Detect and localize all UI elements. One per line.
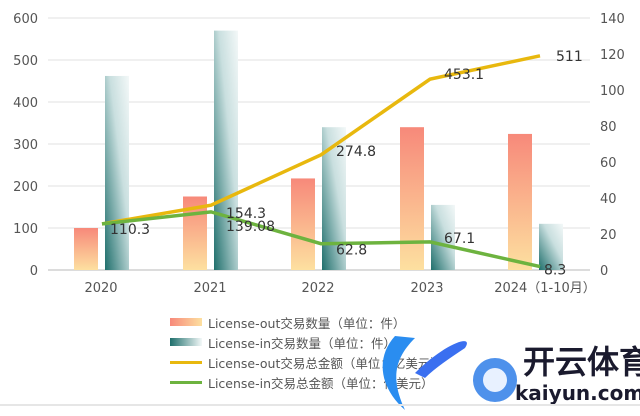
x-tick-label: 2023 bbox=[410, 281, 443, 296]
data-label: 274.8 bbox=[336, 144, 376, 160]
legend-label: License-out交易数量（单位：件） bbox=[208, 315, 406, 331]
bar-license-out-count bbox=[508, 133, 532, 270]
y-right-tick-label: 100 bbox=[600, 84, 625, 99]
legend-label: License-in交易总金额（单位：亿美元） bbox=[208, 375, 434, 391]
bar-license-out-count bbox=[400, 127, 424, 270]
watermark-brand: 开云体育 bbox=[523, 343, 640, 381]
bar-license-in-count bbox=[214, 30, 238, 270]
y-left-tick-label: 500 bbox=[13, 54, 38, 69]
combo-chart: 0 100 200 300 400 500 600 0 20 40 60 80 100 120 140 202… bbox=[13, 12, 625, 296]
kaiyun-logo-icon: 开云体育 kaiyun.com bbox=[382, 336, 640, 410]
bar-license-out-count bbox=[74, 228, 98, 270]
legend-item-in-count: License-in交易数量（单位：件） bbox=[170, 332, 443, 352]
bar-license-in-count bbox=[431, 204, 455, 270]
y-right-tick-label: 80 bbox=[600, 120, 617, 135]
x-tick-label: 2021 bbox=[193, 281, 226, 296]
x-tick-label: 2022 bbox=[301, 281, 334, 296]
bar-license-in-count bbox=[539, 223, 563, 270]
bar-license-in-count bbox=[105, 75, 129, 271]
data-label: 453.1 bbox=[444, 67, 484, 83]
y-right-tick-label: 140 bbox=[600, 12, 625, 27]
watermark-url: kaiyun.com bbox=[515, 381, 640, 405]
data-label: 8.3 bbox=[544, 263, 566, 279]
legend-item-in-amount: License-in交易总金额（单位：亿美元） bbox=[170, 372, 443, 392]
y-left-tick-label: 600 bbox=[13, 12, 38, 27]
data-label: 62.8 bbox=[336, 243, 367, 259]
y-left-tick-label: 200 bbox=[13, 180, 38, 195]
x-tick-label: 2024（1-10月） bbox=[494, 281, 596, 296]
y-right-tick-label: 40 bbox=[600, 192, 617, 207]
x-tick-label: 2020 bbox=[84, 281, 117, 296]
y-left-tick-label: 400 bbox=[13, 96, 38, 111]
bar-license-out-count bbox=[291, 178, 315, 270]
y-right-tick-label: 120 bbox=[600, 48, 625, 63]
legend-item-out-count: License-out交易数量（单位：件） bbox=[170, 312, 443, 332]
data-label: 154.3 bbox=[226, 206, 266, 222]
data-label: 110.3 bbox=[110, 222, 150, 238]
watermark-logo: 开云体育 kaiyun.com bbox=[355, 318, 640, 416]
data-label: 139.08 bbox=[226, 219, 275, 235]
y-right-tick-label: 60 bbox=[600, 156, 617, 171]
y-left-tick-label: 100 bbox=[13, 222, 38, 237]
y-right-tick-label: 20 bbox=[600, 228, 617, 243]
y-left-tick-label: 0 bbox=[30, 264, 38, 279]
data-label: 511 bbox=[556, 49, 583, 65]
legend-label: License-in交易数量（单位：件） bbox=[208, 335, 397, 351]
y-left-tick-label: 300 bbox=[13, 138, 38, 153]
divider bbox=[0, 404, 640, 406]
data-label: 67.1 bbox=[444, 231, 475, 247]
y-right-tick-label: 0 bbox=[600, 264, 608, 279]
